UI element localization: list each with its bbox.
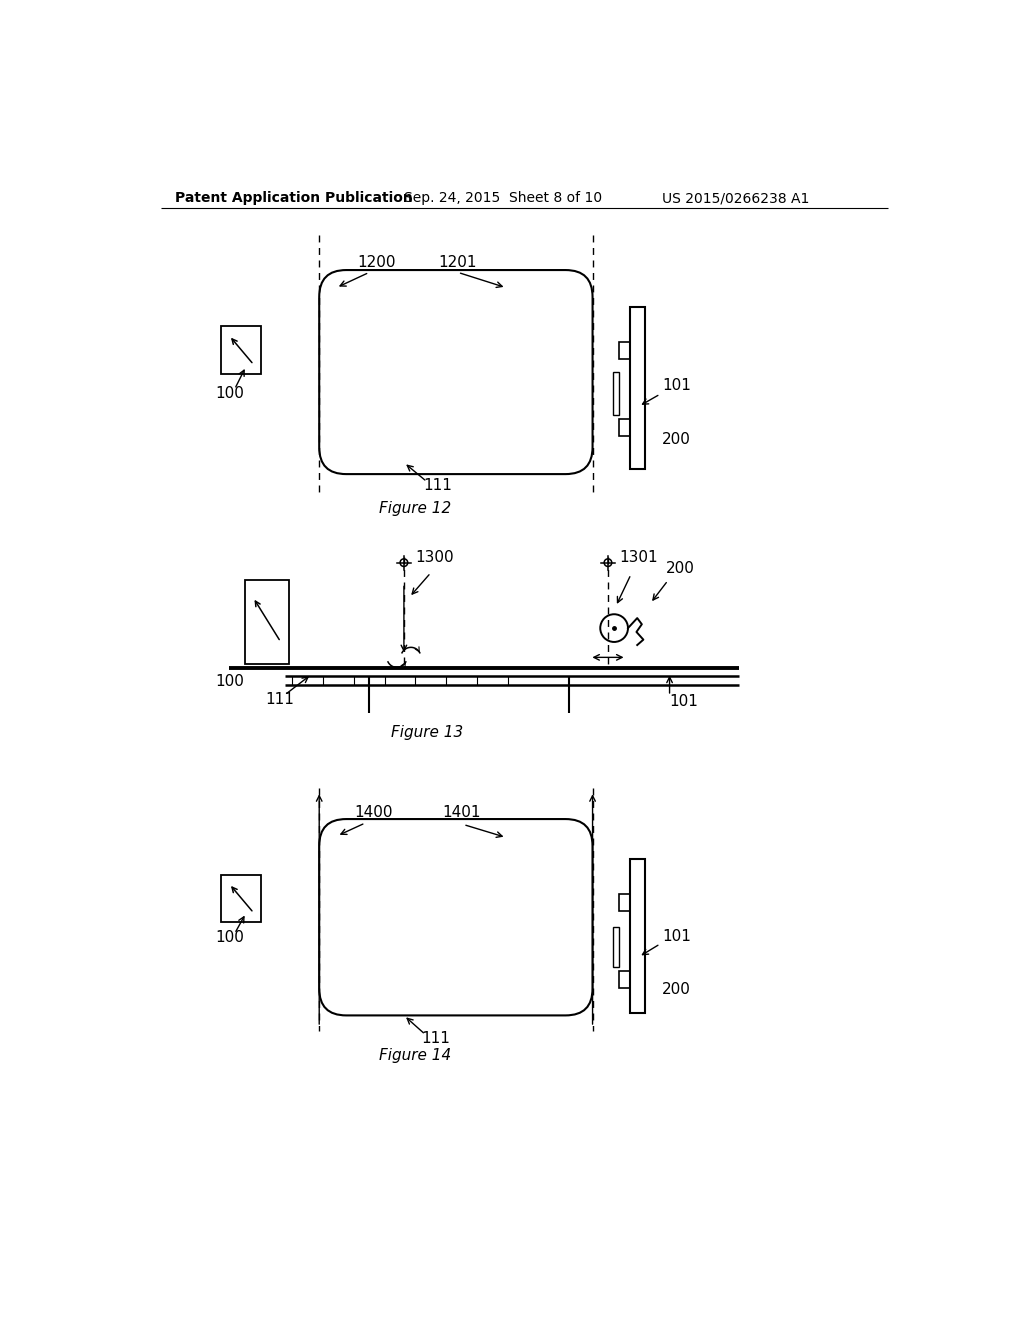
Text: 200: 200	[662, 432, 691, 447]
Bar	[618, 970, 630, 987]
Text: Patent Application Publication: Patent Application Publication	[175, 191, 413, 206]
Text: 100: 100	[215, 385, 244, 401]
Text: Sep. 24, 2015  Sheet 8 of 10: Sep. 24, 2015 Sheet 8 of 10	[403, 191, 602, 206]
Text: 111: 111	[265, 692, 294, 708]
Text: 1301: 1301	[620, 549, 658, 565]
Bar	[221, 326, 261, 374]
Bar	[612, 927, 618, 966]
Bar	[618, 342, 630, 359]
Text: 1400: 1400	[354, 805, 392, 821]
Text: 100: 100	[215, 931, 244, 945]
Text: 101: 101	[662, 378, 691, 393]
Text: 100: 100	[215, 675, 244, 689]
Text: 1200: 1200	[357, 255, 396, 269]
Text: 1201: 1201	[438, 255, 477, 269]
Text: 200: 200	[662, 982, 691, 998]
Bar	[221, 874, 261, 923]
Bar	[618, 894, 630, 911]
Text: 200: 200	[666, 561, 694, 576]
Text: US 2015/0266238 A1: US 2015/0266238 A1	[662, 191, 809, 206]
Text: 101: 101	[670, 694, 698, 709]
Text: Figure 13: Figure 13	[391, 725, 463, 739]
Text: Figure 14: Figure 14	[379, 1048, 452, 1063]
Text: 111: 111	[422, 1031, 451, 1045]
Bar	[630, 308, 645, 469]
Text: 101: 101	[662, 928, 691, 944]
Bar	[245, 581, 289, 664]
Text: 111: 111	[423, 478, 452, 494]
Bar	[630, 859, 645, 1014]
Text: Figure 12: Figure 12	[379, 502, 452, 516]
Bar	[618, 418, 630, 436]
Text: 1300: 1300	[416, 549, 454, 565]
Text: 1401: 1401	[442, 805, 481, 821]
Bar	[612, 372, 618, 414]
